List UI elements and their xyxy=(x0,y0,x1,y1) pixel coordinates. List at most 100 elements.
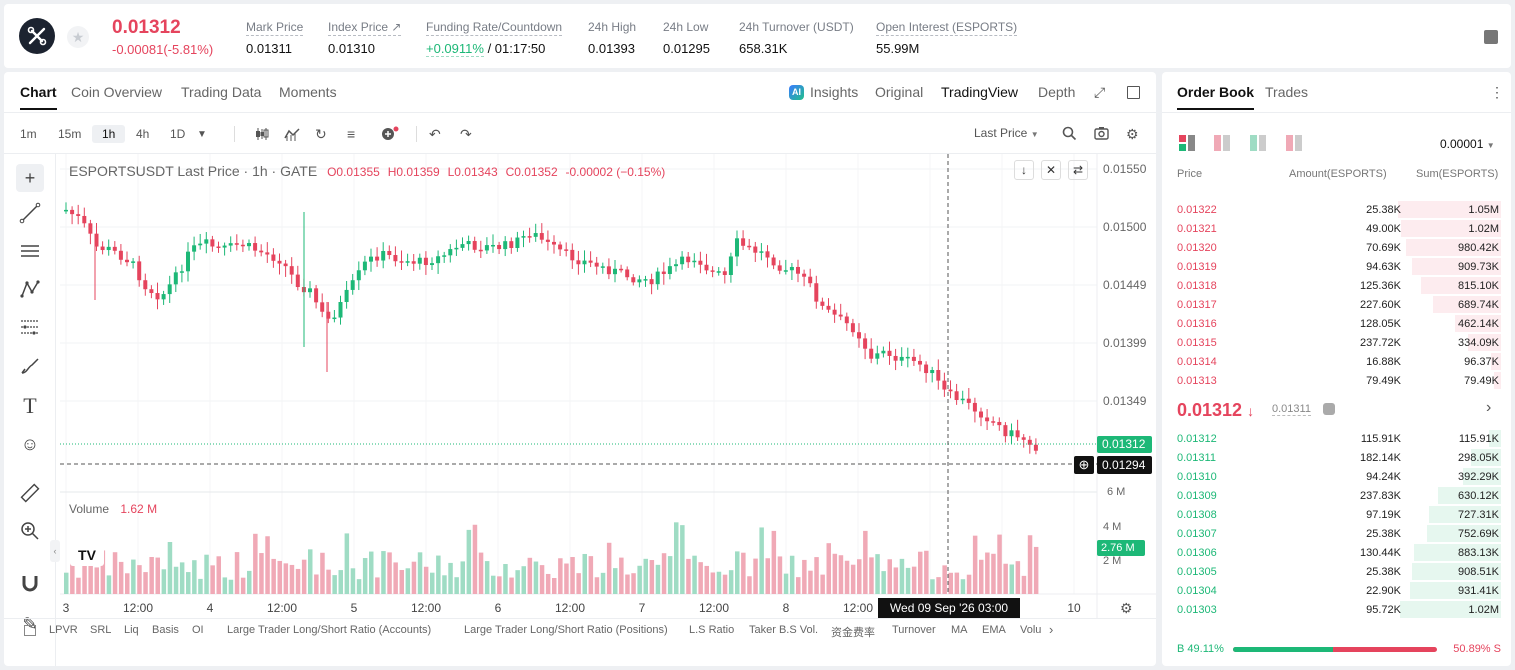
text-tool-icon[interactable]: T xyxy=(23,393,37,418)
sell-letter: S xyxy=(1493,643,1501,655)
swap-icon[interactable]: ⇄ xyxy=(1068,160,1088,180)
zoom-in-icon[interactable] xyxy=(16,520,44,548)
ask-row[interactable]: 0.01313 79.49K 79.49K xyxy=(1162,371,1511,390)
indicator-ls-ratio[interactable]: L.S Ratio xyxy=(689,624,735,636)
ask-row[interactable]: 0.01317 227.60K 689.74K xyxy=(1162,295,1511,314)
bid-row[interactable]: 0.01311 182.14K 298.05K xyxy=(1162,448,1511,467)
indicator-liq[interactable]: Liq xyxy=(124,624,139,636)
ask-row[interactable]: 0.01321 49.00K 1.02M xyxy=(1162,219,1511,238)
gear-icon[interactable]: ⚙ xyxy=(1126,126,1139,142)
trend-line-icon[interactable] xyxy=(16,202,44,230)
ruler-icon[interactable] xyxy=(16,482,44,510)
precision-select[interactable]: 0.00001 ▼ xyxy=(1440,137,1495,151)
view-bids-icon[interactable] xyxy=(1250,135,1266,156)
indicator-taker-vol[interactable]: Taker B.S Vol. xyxy=(749,624,819,636)
tab-chart[interactable]: Chart xyxy=(20,84,57,110)
timeframe-1m[interactable]: 1m xyxy=(20,127,37,141)
ask-row[interactable]: 0.01318 125.36K 815.10K xyxy=(1162,276,1511,295)
chevron-right-icon[interactable]: › xyxy=(1486,399,1492,416)
indicator-oi[interactable]: OI xyxy=(192,624,204,636)
volume-bar xyxy=(149,557,154,594)
ask-row[interactable]: 0.01315 237.72K 334.09K xyxy=(1162,333,1511,352)
bid-row[interactable]: 0.01309 237.83K 630.12K xyxy=(1162,486,1511,505)
chart-settings-icon[interactable]: ⚙ xyxy=(1120,600,1133,616)
collapse-toolbar-handle[interactable]: ‹ xyxy=(50,540,60,562)
expand-icon[interactable]: ⤢ xyxy=(1094,84,1106,100)
ask-row[interactable]: 0.01319 94.63K 909.73K xyxy=(1162,257,1511,276)
indicators-icon[interactable] xyxy=(284,126,300,145)
templates-icon[interactable]: ≡ xyxy=(347,126,356,142)
bid-row[interactable]: 0.01312 115.91K 115.91K xyxy=(1162,429,1511,448)
bid-row[interactable]: 0.01308 97.19K 727.31K xyxy=(1162,505,1511,524)
view-both-icon[interactable] xyxy=(1179,135,1195,156)
indicator-panel-icon[interactable] xyxy=(24,625,36,636)
indicator-large-trader-positions[interactable]: Large Trader Long/Short Ratio (Positions… xyxy=(464,624,668,636)
view-tradingview[interactable]: TradingView xyxy=(941,84,1019,100)
view-original[interactable]: Original xyxy=(875,84,924,100)
pencil-lock-icon[interactable]: ✎ xyxy=(22,614,38,634)
collapse-icon[interactable]: ✕ xyxy=(1041,160,1061,180)
tab-moments[interactable]: Moments xyxy=(279,84,337,100)
tab-trades[interactable]: Trades xyxy=(1265,84,1309,100)
timeframe-4h[interactable]: 4h xyxy=(136,127,150,141)
indicator-srl[interactable]: SRL xyxy=(90,624,112,636)
bid-row[interactable]: 0.01304 22.90K 931.41K xyxy=(1162,581,1511,600)
crosshair-icon[interactable]: + xyxy=(16,164,44,192)
ask-row[interactable]: 0.01316 128.05K 462.14K xyxy=(1162,314,1511,333)
indicator-volume[interactable]: Volu xyxy=(1020,624,1042,636)
view-asks-icon[interactable] xyxy=(1214,135,1230,156)
indicator-basis[interactable]: Basis xyxy=(152,624,179,636)
view-insights[interactable]: Insights xyxy=(810,84,859,100)
undo-icon[interactable]: ↶ xyxy=(429,126,441,142)
bid-row[interactable]: 0.01310 94.24K 392.29K xyxy=(1162,467,1511,486)
ask-row[interactable]: 0.01320 70.69K 980.42K xyxy=(1162,238,1511,257)
window-icon[interactable] xyxy=(1127,86,1140,99)
redo-icon[interactable]: ↷ xyxy=(460,126,472,142)
bid-row[interactable]: 0.01306 130.44K 883.13K xyxy=(1162,543,1511,562)
tab-trading-data[interactable]: Trading Data xyxy=(181,84,262,100)
magnet-icon[interactable] xyxy=(16,572,44,600)
horizontal-lines-icon[interactable] xyxy=(16,240,44,268)
chevron-right-icon[interactable]: › xyxy=(1049,622,1054,637)
bid-row[interactable]: 0.01303 95.72K 1.02M xyxy=(1162,600,1511,619)
indicator-ma[interactable]: MA xyxy=(951,624,968,636)
view-split-icon[interactable] xyxy=(1286,135,1302,156)
bid-row[interactable]: 0.01307 25.38K 752.69K xyxy=(1162,524,1511,543)
timeframe-1h[interactable]: 1h xyxy=(92,125,126,143)
indicator-turnover[interactable]: Turnover xyxy=(892,624,936,636)
ask-row[interactable]: 0.01314 16.88K 96.37K xyxy=(1162,352,1511,371)
favorite-star-icon[interactable]: ★ xyxy=(67,26,89,48)
bid-row[interactable]: 0.01305 25.38K 908.51K xyxy=(1162,562,1511,581)
tab-coin-overview[interactable]: Coin Overview xyxy=(71,84,163,100)
ask-row[interactable]: 0.01322 25.38K 1.05M xyxy=(1162,200,1511,219)
candles-icon[interactable] xyxy=(254,126,270,145)
camera-icon[interactable] xyxy=(1094,126,1109,143)
indicator-ema[interactable]: EMA xyxy=(982,624,1006,636)
arrow-down-icon[interactable]: ↓ xyxy=(1014,160,1034,180)
more-icon[interactable]: ⋮ xyxy=(1490,84,1504,100)
add-alert-icon[interactable]: ⊕ xyxy=(1074,456,1094,474)
stat-label[interactable]: Funding Rate/Countdown xyxy=(426,20,563,36)
indicator-lpvr[interactable]: LPVR xyxy=(49,624,78,636)
chevron-down-icon[interactable]: ▼ xyxy=(197,129,207,140)
fibonacci-icon[interactable] xyxy=(16,316,44,344)
indicator-large-trader-accounts[interactable]: Large Trader Long/Short Ratio (Accounts) xyxy=(227,624,432,636)
stat-label[interactable]: Open Interest (ESPORTS) xyxy=(876,20,1018,36)
indicator-funding-rate[interactable]: 资金费率 xyxy=(831,627,875,639)
search-icon[interactable] xyxy=(1062,126,1077,144)
candlestick-chart[interactable] xyxy=(4,72,1156,666)
document-icon[interactable] xyxy=(1484,30,1498,44)
timeframe-1d[interactable]: 1D xyxy=(170,127,186,141)
brush-icon[interactable] xyxy=(16,354,44,382)
replay-icon[interactable]: ↻ xyxy=(315,126,327,142)
view-depth[interactable]: Depth xyxy=(1038,84,1076,100)
pattern-icon[interactable] xyxy=(16,278,44,306)
timeframe-15m[interactable]: 15m xyxy=(58,127,82,141)
mid-mark-price[interactable]: 0.01311 xyxy=(1272,403,1311,416)
tab-order-book[interactable]: Order Book xyxy=(1177,84,1255,110)
emoji-icon[interactable]: ☺ xyxy=(20,434,40,454)
price-type-select[interactable]: Last Price ▼ xyxy=(974,126,1039,140)
stat-label[interactable]: Index Price ↗ xyxy=(328,20,402,36)
alert-add-icon[interactable] xyxy=(380,126,400,145)
stat-label[interactable]: Mark Price xyxy=(246,20,304,36)
